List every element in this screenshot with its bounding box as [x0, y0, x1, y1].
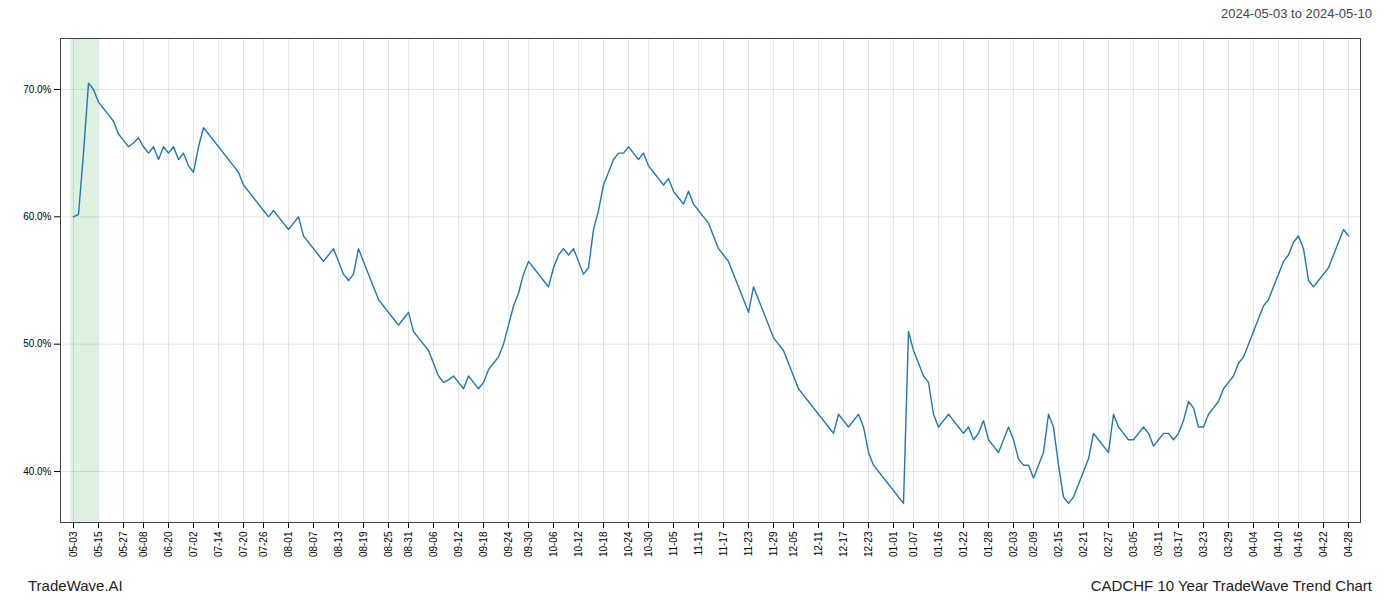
- svg-text:09-24: 09-24: [503, 531, 514, 557]
- svg-text:07-02: 07-02: [188, 531, 199, 557]
- svg-text:02-09: 02-09: [1028, 531, 1039, 557]
- svg-text:10-24: 10-24: [623, 531, 634, 557]
- svg-text:12-05: 12-05: [788, 531, 799, 557]
- svg-text:60.0%: 60.0%: [23, 211, 51, 222]
- svg-text:04-04: 04-04: [1248, 531, 1259, 557]
- svg-text:05-27: 05-27: [118, 531, 129, 557]
- html-text:TradeWave.AI: TradeWave.AI: [28, 576, 123, 594]
- svg-text:08-13: 08-13: [333, 531, 344, 557]
- svg-text:10-30: 10-30: [643, 531, 654, 557]
- svg-text:08-07: 08-07: [308, 531, 319, 557]
- svg-text:04-10: 04-10: [1273, 531, 1284, 557]
- svg-text:50.0%: 50.0%: [23, 338, 51, 349]
- svg-text:10-18: 10-18: [598, 531, 609, 557]
- svg-text:01-22: 01-22: [958, 531, 969, 557]
- svg-text:02-03: 02-03: [1008, 531, 1019, 557]
- svg-text:09-12: 09-12: [453, 531, 464, 557]
- svg-text:05-15: 05-15: [93, 531, 104, 557]
- svg-text:03-17: 03-17: [1173, 531, 1184, 557]
- html-text:CADCHF 10 Year TradeWave Trend: CADCHF 10 Year TradeWave Trend Chart: [1090, 576, 1372, 594]
- svg-text:08-31: 08-31: [403, 531, 414, 557]
- svg-text:09-06: 09-06: [428, 531, 439, 557]
- svg-text:08-01: 08-01: [283, 531, 294, 557]
- svg-text:05-03: 05-03: [68, 531, 79, 557]
- svg-text:12-11: 12-11: [813, 531, 824, 556]
- svg-text:04-22: 04-22: [1318, 531, 1329, 557]
- svg-text:07-20: 07-20: [238, 531, 249, 557]
- svg-text:01-01: 01-01: [888, 531, 899, 557]
- svg-text:11-11: 11-11: [693, 531, 704, 556]
- svg-text:03-11: 03-11: [1153, 531, 1164, 556]
- svg-text:04-28: 04-28: [1343, 531, 1354, 557]
- svg-text:02-27: 02-27: [1103, 531, 1114, 557]
- svg-text:08-19: 08-19: [358, 531, 369, 557]
- svg-text:02-15: 02-15: [1053, 531, 1064, 557]
- svg-text:12-17: 12-17: [838, 531, 849, 557]
- svg-text:02-21: 02-21: [1078, 531, 1089, 557]
- svg-text:01-16: 01-16: [933, 531, 944, 557]
- svg-text:04-16: 04-16: [1293, 531, 1304, 557]
- svg-text:06-20: 06-20: [163, 531, 174, 557]
- svg-text:10-12: 10-12: [573, 531, 584, 557]
- svg-text:07-14: 07-14: [213, 531, 224, 557]
- svg-text:11-05: 11-05: [668, 531, 679, 556]
- svg-text:08-25: 08-25: [383, 531, 394, 557]
- svg-text:11-29: 11-29: [768, 531, 779, 556]
- svg-text:11-17: 11-17: [718, 531, 729, 556]
- svg-text:01-28: 01-28: [983, 531, 994, 557]
- svg-text:03-29: 03-29: [1223, 531, 1234, 557]
- svg-text:06-08: 06-08: [138, 531, 149, 557]
- svg-text:09-18: 09-18: [478, 531, 489, 557]
- svg-text:03-23: 03-23: [1198, 531, 1209, 557]
- svg-text:12-23: 12-23: [863, 531, 874, 557]
- html-text:2024-05-03 to 2024-05-10: 2024-05-03 to 2024-05-10: [1220, 5, 1372, 21]
- svg-text:09-30: 09-30: [523, 531, 534, 557]
- svg-text:40.0%: 40.0%: [23, 466, 51, 477]
- svg-text:01-07: 01-07: [908, 531, 919, 557]
- svg-text:11-23: 11-23: [743, 531, 754, 556]
- svg-text:07-26: 07-26: [258, 531, 269, 557]
- svg-text:10-06: 10-06: [548, 531, 559, 557]
- svg-text:03-05: 03-05: [1128, 531, 1139, 557]
- svg-text:70.0%: 70.0%: [23, 84, 51, 95]
